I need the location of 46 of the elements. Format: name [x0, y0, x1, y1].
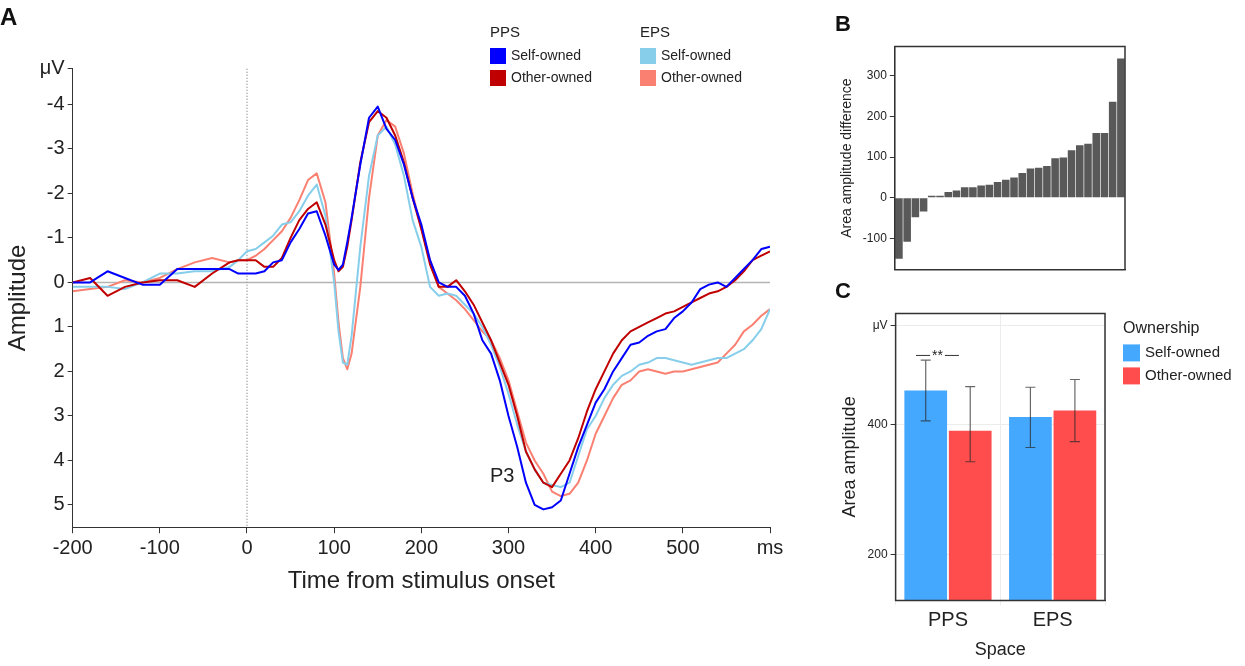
x-tick-label: 400 — [578, 535, 613, 558]
y-tick-label: 3 — [53, 403, 65, 426]
y-tick-label: -4 — [46, 91, 65, 114]
chart-title: B — [835, 11, 851, 37]
text: PPS — [490, 23, 521, 41]
x-axis-title: Time from stimulus onset — [287, 566, 556, 594]
legend-label: Other-owned — [511, 68, 592, 85]
x-tick-label: 100 — [317, 535, 351, 558]
chart-title: C — [835, 278, 851, 304]
x-tick-label: 300 — [491, 535, 526, 558]
y-tick-label: 300 — [866, 68, 888, 83]
legend-title: Ownership — [1123, 319, 1200, 337]
legend-label: Self-owned — [661, 46, 732, 63]
x-tick-label: -200 — [52, 535, 93, 558]
y-axis-title: Area amplitude — [838, 396, 859, 518]
y-tick-label: μV — [39, 56, 66, 79]
x-tick-label: 500 — [666, 535, 700, 558]
text: EPS — [640, 23, 671, 41]
y-tick-label: -2 — [46, 180, 65, 203]
annotation: P3 — [489, 464, 515, 487]
x-tick-label: 0 — [241, 535, 253, 558]
y-tick-label: -100 — [862, 230, 888, 245]
y-tick-label: -3 — [46, 136, 65, 159]
y-tick-label: 0 — [53, 269, 65, 292]
y-tick-label: μV — [872, 318, 888, 333]
legend-label: Self-owned — [511, 46, 582, 63]
chart-title: A — [0, 3, 18, 31]
legend-label: Self-owned — [1145, 343, 1221, 361]
legend-label: Other-owned — [1145, 366, 1232, 384]
y-tick-label: 200 — [866, 108, 888, 123]
x-tick-label: -100 — [139, 535, 180, 558]
y-tick-label: 5 — [53, 492, 65, 515]
x-tick-label: 200 — [404, 535, 439, 558]
x-axis-title: Space — [974, 639, 1026, 660]
y-tick-label: 0 — [880, 190, 888, 205]
annotation: ** — [932, 347, 944, 364]
legend-label: Other-owned — [661, 68, 742, 85]
y-tick-label: 100 — [866, 149, 888, 164]
y-axis-title: Amplitude — [3, 244, 31, 352]
y-tick-label: 1 — [53, 314, 65, 337]
y-tick-label: 2 — [53, 358, 65, 381]
y-tick-label: 4 — [53, 447, 65, 470]
x-tick-label: ms — [756, 535, 784, 558]
y-axis-title: Area amplitude difference — [838, 78, 855, 238]
y-tick-label: -1 — [46, 225, 65, 248]
y-tick-label: 400 — [867, 417, 888, 432]
